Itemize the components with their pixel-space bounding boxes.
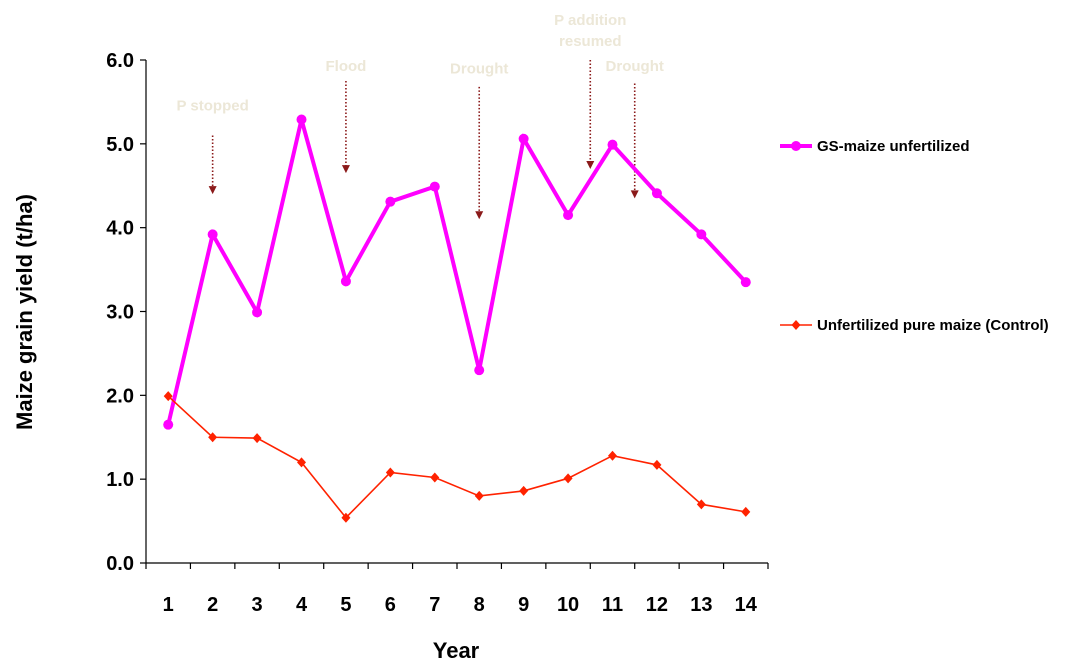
point-gs-maize-unfertilized-year-9 [518, 133, 529, 144]
x-tick-label-10: 10 [557, 594, 579, 616]
y-tick-label-3: 3.0 [106, 302, 134, 324]
annotation-p-addition-resumed: P addition resumed [554, 12, 626, 50]
x-tick-label-6: 6 [385, 594, 396, 616]
annotation-line: Flood [326, 58, 367, 75]
annotation-line: P stopped [177, 97, 249, 114]
x-tick-label-3: 3 [252, 594, 263, 616]
point-gs-maize-unfertilized-year-14 [740, 277, 751, 288]
point-gs-maize-unfertilized-year-4 [296, 114, 307, 125]
point-gs-maize-unfertilized-year-8 [474, 365, 485, 376]
point-gs-maize-unfertilized-year-1 [163, 419, 174, 430]
point-unfertilized-pure-maize-control-year-3 [252, 433, 262, 444]
point-gs-maize-unfertilized-year-6 [385, 196, 396, 207]
legend-label-gs-maize-unfertilized: GS-maize unfertilized [817, 138, 970, 155]
x-tick-label-4: 4 [296, 594, 308, 616]
annotation-arrowhead-flood [341, 165, 350, 174]
point-gs-maize-unfertilized-year-13 [696, 229, 707, 240]
point-gs-maize-unfertilized-year-11 [607, 139, 618, 150]
point-gs-maize-unfertilized-year-3 [252, 307, 263, 318]
x-tick-label-5: 5 [340, 594, 351, 616]
annotation-line: P addition [554, 12, 626, 29]
point-unfertilized-pure-maize-control-year-13 [696, 499, 706, 510]
y-tick-label-2: 2.0 [106, 385, 134, 407]
x-tick-label-12: 12 [646, 594, 668, 616]
annotation-arrowhead-drought [630, 190, 639, 199]
x-tick-label-14: 14 [735, 594, 758, 616]
point-unfertilized-pure-maize-control-year-14 [741, 506, 751, 517]
annotation-arrowhead-drought [475, 211, 484, 220]
point-unfertilized-pure-maize-control-year-11 [608, 450, 617, 461]
y-tick-label-5: 5.0 [106, 134, 134, 156]
y-tick-label-4: 4.0 [106, 218, 134, 240]
point-unfertilized-pure-maize-control-year-5 [341, 512, 351, 523]
annotation-arrowhead-p-stopped [208, 186, 217, 195]
x-tick-label-7: 7 [429, 594, 440, 616]
x-tick-label-13: 13 [690, 594, 712, 616]
point-unfertilized-pure-maize-control-year-4 [297, 457, 306, 468]
legend-marker-gs-maize-unfertilized [791, 141, 801, 151]
point-unfertilized-pure-maize-control-year-6 [385, 467, 395, 478]
y-tick-label-6: 6.0 [106, 50, 134, 72]
legend-marker-unfertilized-pure-maize-control [791, 320, 801, 330]
annotation-line: Drought [450, 60, 508, 77]
annotation-drought: Drought [450, 60, 508, 77]
annotation-p-stopped: P stopped [177, 97, 249, 114]
legend-label-unfertilized-pure-maize-control: Unfertilized pure maize (Control) [817, 317, 1049, 334]
x-tick-label-2: 2 [207, 594, 218, 616]
point-unfertilized-pure-maize-control-year-10 [563, 473, 573, 484]
y-tick-label-1: 1.0 [106, 469, 134, 491]
point-gs-maize-unfertilized-year-7 [429, 181, 440, 192]
legend: GS-maize unfertilized Unfertilized pure m… [780, 138, 1049, 334]
x-tick-label-8: 8 [474, 594, 485, 616]
annotation-line: Drought [606, 58, 664, 75]
annotation-drought: Drought [606, 58, 664, 75]
point-unfertilized-pure-maize-control-year-2 [208, 432, 218, 443]
point-unfertilized-pure-maize-control-year-8 [474, 490, 484, 501]
annotation-flood: Flood [326, 58, 367, 75]
x-axis-title: Year [433, 638, 480, 662]
point-unfertilized-pure-maize-control-year-12 [652, 459, 662, 470]
annotation-layer: P stopped Flood Drought P addition resumed Dr… [177, 12, 664, 220]
x-tick-label-11: 11 [602, 594, 623, 616]
point-gs-maize-unfertilized-year-2 [207, 229, 218, 240]
series-line-gs-maize-unfertilized [166, 118, 748, 426]
y-tick-label-0: 0.0 [106, 553, 134, 575]
x-tick-label-9: 9 [518, 594, 529, 616]
series-layer [163, 114, 751, 523]
x-tick-label-1: 1 [163, 594, 174, 616]
point-gs-maize-unfertilized-year-12 [651, 188, 662, 199]
y-axis-title: Maize grain yield (t/ha) [12, 194, 37, 430]
annotation-arrowhead-p-addition-resumed [586, 160, 595, 169]
point-unfertilized-pure-maize-control-year-9 [519, 485, 529, 496]
point-unfertilized-pure-maize-control-year-1 [163, 391, 173, 402]
series-line-unfertilized-pure-maize-control [167, 395, 746, 519]
point-unfertilized-pure-maize-control-year-7 [430, 472, 440, 483]
point-gs-maize-unfertilized-year-5 [340, 276, 351, 287]
axes: 0.01.02.03.04.05.06.01 2 3 4 5 6 7 8 9 10 11 12 13 14 [106, 50, 769, 616]
annotation-line: resumed [559, 33, 622, 50]
point-gs-maize-unfertilized-year-10 [563, 210, 574, 221]
